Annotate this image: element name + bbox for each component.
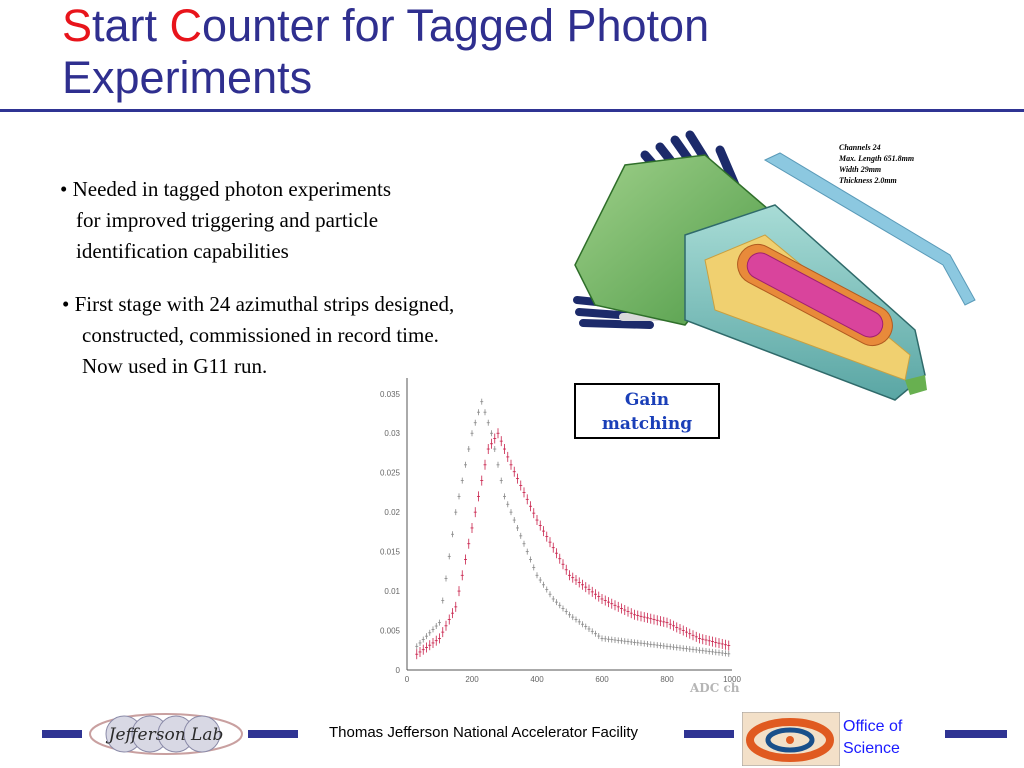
slide-title: Start Counter for Tagged Photon Experime…	[62, 0, 962, 104]
footer-bar-mid-left	[248, 730, 298, 738]
x-tick-label: 600	[595, 675, 609, 684]
y-tick-label: 0.01	[384, 587, 400, 596]
title-initial-c: C	[169, 0, 203, 51]
bullet-1-line3: identification capabilities	[76, 239, 289, 263]
callout-line2: matching	[601, 414, 693, 434]
x-tick-label: 0	[405, 675, 410, 684]
footer-bar-mid-right	[684, 730, 734, 738]
bullet-2-line3: Now used in G11 run.	[82, 354, 268, 378]
y-tick-label: 0.02	[384, 508, 400, 517]
y-tick-label: 0.025	[380, 469, 401, 478]
x-tick-label: 200	[465, 675, 479, 684]
spec-thickness: Thickness 2.0mm	[839, 176, 897, 185]
x-tick-label: 800	[660, 675, 674, 684]
spec-channels: Channels 24	[839, 143, 881, 152]
y-tick-label: 0	[396, 666, 401, 675]
spec-width: Width 29mm	[839, 165, 882, 174]
x-tick-label: 1000	[723, 675, 741, 684]
gain-matching-callout: Gain matching	[574, 383, 720, 439]
start-counter-detector-illustration	[573, 130, 976, 401]
detector-specs: Channels 24 Max. Length 651.8mm Width 29…	[839, 142, 914, 186]
office-of-science-label: Office of Science	[843, 716, 902, 760]
bullet-1-line2: for improved triggering and particle	[76, 208, 379, 232]
bullet-2-line2: constructed, commissioned in record time…	[82, 323, 439, 347]
y-tick-label: 0.005	[380, 627, 401, 636]
office-of-science-logo	[742, 712, 840, 766]
footer-facility-text: Thomas Jefferson National Accelerator Fa…	[329, 724, 639, 741]
y-tick-label: 0.035	[380, 390, 401, 399]
x-tick-label: 400	[530, 675, 544, 684]
title-part2: ounter for Tagged Photon	[202, 0, 710, 51]
bullet-1-line1: • Needed in tagged photon experiments	[60, 177, 392, 201]
spec-max-length: Max. Length 651.8mm	[839, 154, 915, 163]
footer-bar-left	[42, 730, 82, 738]
bullet-1: • Needed in tagged photon experiments fo…	[60, 174, 391, 267]
footer-bar-right	[945, 730, 1007, 738]
title-initial-s: S	[62, 0, 93, 51]
bullet-2-line1: • First stage with 24 azimuthal strips d…	[62, 292, 455, 316]
title-line2: Experiments	[62, 52, 313, 103]
title-part1: tart	[92, 0, 170, 51]
y-tick-label: 0.015	[380, 548, 401, 557]
office-line2: Science	[843, 740, 900, 757]
title-divider	[0, 109, 1024, 112]
jefferson-lab-wordmark: Jefferson Lab	[106, 725, 224, 745]
plot-x-label: ADC ch	[690, 681, 740, 695]
jefferson-lab-logo: Jefferson Lab	[89, 713, 243, 755]
office-line1: Office of	[843, 718, 903, 735]
y-tick-label: 0.03	[384, 429, 400, 438]
callout-line1: Gain	[624, 390, 670, 410]
bullet-2: • First stage with 24 azimuthal strips d…	[62, 289, 454, 382]
